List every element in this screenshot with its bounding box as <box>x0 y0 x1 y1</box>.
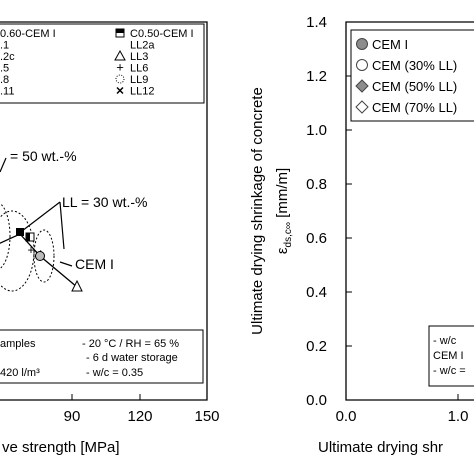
left-legend-label: .2c <box>0 51 15 63</box>
right-legend-label: CEM (30% LL) <box>372 58 457 73</box>
right-legend-marker <box>355 79 369 93</box>
left-x-axis-label: ve strength [MPa] <box>2 439 120 456</box>
right-y-label-unit: [mm/m] <box>274 168 291 222</box>
left-legend-label: LL12 <box>130 86 154 98</box>
right-y-tick-label: 0.6 <box>306 230 327 247</box>
left-legend-marker: ✕ <box>115 86 124 98</box>
left-x-tick-label: 120 <box>127 408 152 425</box>
left-legend: 0.60-CEM I C0.50-CEM I .1 LL2a .2c LL3 .5 + LL6.… <box>0 28 194 98</box>
left-x-tick-label: 90 <box>64 408 81 425</box>
right-plot-frame <box>345 21 474 401</box>
cluster-ellipse-ll30 <box>0 210 35 292</box>
right-x-tick-label: 0.0 <box>336 408 357 425</box>
left-legend-label: LL3 <box>130 51 148 63</box>
note-cement: 420 l/m³ <box>0 367 40 379</box>
note-samples: amples <box>0 338 36 350</box>
arrow-cem <box>59 261 73 267</box>
right-note-cem: CEM I <box>433 350 464 362</box>
left-legend-label: .1 <box>0 40 9 52</box>
left-legend-label: .11 <box>0 86 14 98</box>
left-legend-label: .8 <box>0 74 9 86</box>
note-wc: - w/c = 0.35 <box>86 367 143 379</box>
left-legend-marker <box>115 74 125 84</box>
right-chart: 0.00.20.40.60.81.01.21.4 0.01.02.0 CEM I… <box>249 14 474 456</box>
left-legend-marker <box>115 28 125 38</box>
right-y-ticks: 0.0 0.2 0.4 0.6 0.8 1.0 1.2 1.4 <box>306 14 352 409</box>
left-x-ticks: 90 120 150 <box>64 394 220 425</box>
arrow-ll30-b <box>59 201 65 250</box>
right-notes-box <box>428 325 474 387</box>
left-x-tick-label: 150 <box>194 408 219 425</box>
right-legend-box <box>350 29 474 122</box>
left-legend-label: 0.60-CEM I <box>0 28 56 40</box>
right-legend-marker <box>355 100 369 114</box>
right-y-tick-label: 0.4 <box>306 284 327 301</box>
left-legend-marker <box>114 49 126 61</box>
right-y-tick-label: 1.2 <box>306 68 327 85</box>
right-x-tick-label: 1.0 <box>448 408 469 425</box>
left-chart: 0.60-CEM I C0.50-CEM I .1 LL2a .2c LL3 .5 + LL6.… <box>0 21 220 456</box>
right-y-tick-label: 1.4 <box>306 14 327 31</box>
cluster-ellipse-left <box>0 202 11 270</box>
left-legend-label: LL9 <box>130 74 148 86</box>
note-temp: - 20 °C / RH = 65 % <box>82 338 179 350</box>
marker-square-filled <box>16 228 24 236</box>
right-x-axis-label: Ultimate drying shr <box>318 439 443 456</box>
marker-square-half-fill <box>26 233 30 241</box>
right-y-label-main: Ultimate drying shrinkage of concrete <box>249 87 266 335</box>
annotation-cem: CEM I <box>75 256 114 272</box>
note-storage: - 6 d water storage <box>86 352 178 364</box>
right-legend: CEM I CEM (30% LL) CEM (50% LL) CEM (70% LL… <box>355 37 457 115</box>
right-y-tick-label: 0.2 <box>306 338 327 355</box>
left-legend-marker: + <box>116 60 124 75</box>
marker-plus: + <box>27 243 34 257</box>
left-legend-label: .5 <box>0 63 9 75</box>
left-notes-box <box>0 329 204 384</box>
right-legend-label: CEM (70% LL) <box>372 100 457 115</box>
left-legend-box <box>0 23 205 104</box>
right-x-ticks: 0.01.02.0 <box>336 394 469 425</box>
right-y-axis-label: Ultimate drying shrinkage of concrete <box>249 87 266 335</box>
right-y-tick-label: 1.0 <box>306 122 327 139</box>
left-legend-label: LL2a <box>130 40 155 52</box>
left-plot-frame <box>0 21 208 401</box>
annotation-ll50: = 50 wt.-% <box>10 148 77 164</box>
right-y-label-symbol: ε <box>274 247 291 254</box>
trend-line <box>0 233 78 288</box>
right-legend-label: CEM I <box>372 37 408 52</box>
arrow-ll30-a <box>21 201 61 232</box>
right-legend-label: CEM (50% LL) <box>372 79 457 94</box>
left-legend-label: C0.50-CEM I <box>130 28 194 40</box>
right-legend-marker <box>356 38 368 50</box>
right-y-axis-symbol: εds,c∞ [mm/m] <box>274 168 294 254</box>
marker-triangle <box>71 279 83 292</box>
cluster-ellipse-cem <box>33 229 55 283</box>
right-y-tick-label: 0.0 <box>306 392 327 409</box>
arrow-50 <box>0 157 7 173</box>
left-legend-label: LL6 <box>130 63 148 75</box>
right-y-label-sub: ds,c∞ <box>283 222 294 247</box>
marker-circle-cem <box>35 251 45 261</box>
right-note-wc2: - w/c = <box>433 365 466 377</box>
right-note-wc: - w/c <box>433 335 457 347</box>
annotation-ll30: LL = 30 wt.-% <box>62 194 147 210</box>
right-y-tick-label: 0.8 <box>306 176 327 193</box>
right-legend-marker <box>356 59 368 71</box>
